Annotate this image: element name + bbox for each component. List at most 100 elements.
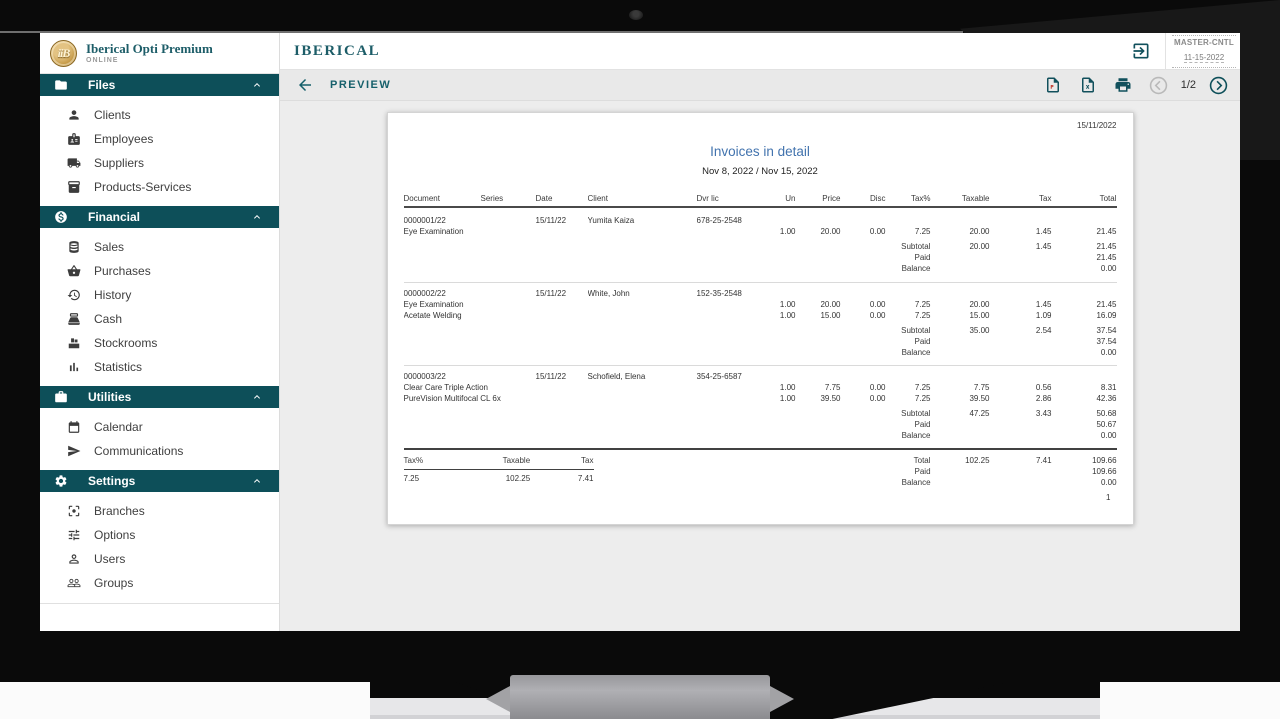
- summary-row: Balance 0.00: [901, 478, 1117, 487]
- report-summary: Total 102.25 7.41 109.66 Paid 109.66 Balance 0.…: [403, 448, 1117, 488]
- summary-row: Paid 21.45: [914, 253, 1117, 262]
- sidebar-item-products-services[interactable]: Products-Services: [40, 175, 279, 199]
- print-icon: [1115, 78, 1131, 92]
- section-label: Utilities: [88, 390, 132, 404]
- invoice-line-row: Acetate Welding 1.00 15.00 0.00 7.25 15.00 1.0…: [403, 310, 1117, 320]
- chevron-up-icon: [251, 79, 263, 91]
- app-header: IBERICAL MASTER-CNTL 11-15-2022: [280, 33, 1240, 70]
- bezel-top-line: [0, 31, 963, 33]
- export-pdf-icon: [1046, 77, 1059, 93]
- folder-icon: [54, 78, 68, 92]
- invoice-line-row: Clear Care Triple Action 1.00 7.75 0.00 7.25…: [403, 383, 1117, 392]
- group-icon: [67, 576, 81, 590]
- sidebar-item-options[interactable]: Options: [40, 523, 279, 547]
- app-window: iiB Iberical Opti Premium ONLINE Files Cl…: [40, 33, 1240, 631]
- sidebar-item-label: Statistics: [94, 360, 143, 374]
- sidebar-item-branches[interactable]: Branches: [40, 499, 279, 523]
- section-label: Settings: [88, 474, 136, 488]
- header-divider: [1165, 33, 1166, 69]
- print-button[interactable]: [1110, 72, 1136, 98]
- invoice-separator: [403, 357, 1117, 366]
- sidebar-section-header-utilities[interactable]: Utilities: [40, 386, 279, 408]
- sidebar-item-communications[interactable]: Communications: [40, 439, 279, 463]
- sidebar-item-history[interactable]: History: [40, 283, 279, 307]
- section-items: Calendar Communications: [40, 408, 279, 470]
- invoice-header-row: 0000002/22 15/11/22 White, John 152-35-2548: [403, 288, 742, 298]
- send-icon: [67, 444, 81, 458]
- summary-row: Subtotal 20.00 1.45 21.45: [901, 242, 1117, 251]
- sidebar-item-label: Branches: [94, 504, 145, 518]
- section-items: Branches Options Users Groups: [40, 492, 279, 602]
- sidebar-item-sales[interactable]: Sales: [40, 235, 279, 259]
- report-title: Invoices in detail: [710, 144, 810, 159]
- column-header: Client: [587, 193, 697, 208]
- sidebar-section-header-settings[interactable]: Settings: [40, 470, 279, 492]
- truck-icon: [67, 156, 81, 170]
- master-control-badge[interactable]: MASTER-CNTL 11-15-2022: [1172, 34, 1236, 68]
- sidebar-item-label: Calendar: [94, 420, 143, 434]
- sidebar-item-label: Users: [94, 552, 126, 566]
- report-date-range: Nov 8, 2022 / Nov 15, 2022: [702, 166, 818, 177]
- next-page-icon: [1209, 76, 1228, 94]
- sidebar-item-stockrooms[interactable]: Stockrooms: [40, 331, 279, 355]
- tax-summary-table: Tax% Taxable Tax 7.25 102.25 7.41: [403, 456, 594, 484]
- sidebar-item-label: Groups: [94, 576, 134, 590]
- register-icon: [67, 312, 81, 326]
- webcam-dot: [629, 10, 643, 20]
- next-page-button[interactable]: [1205, 72, 1232, 99]
- sidebar-item-employees[interactable]: Employees: [40, 127, 279, 151]
- sidebar-item-groups[interactable]: Groups: [40, 571, 279, 595]
- toolbox-icon: [54, 390, 68, 404]
- preview-label: PREVIEW: [330, 79, 392, 91]
- desk-surface-left: [0, 682, 370, 719]
- badge-icon: [67, 132, 81, 146]
- previous-page-icon: [1149, 76, 1167, 94]
- invoice-table: Document Series Date Client Dvr lic Un Price Di…: [403, 193, 1117, 441]
- master-badge-date: 11-15-2022: [1183, 52, 1225, 63]
- totals-table: Total 102.25 7.41 109.66 Paid 109.66 Balance 0.…: [404, 450, 1117, 488]
- logout-button[interactable]: [1127, 37, 1155, 65]
- column-header: Tax%: [885, 193, 931, 208]
- section-items: Sales Purchases History Cash Stockrooms Stati…: [40, 228, 279, 386]
- sidebar-section-header-financial[interactable]: Financial: [40, 206, 279, 228]
- invoice-header-row: 0000003/22 15/11/22 Schofield, Elena 354-25…: [403, 372, 742, 381]
- export-excel-button[interactable]: [1075, 72, 1101, 98]
- tune-icon: [67, 528, 81, 542]
- sidebar-section-header-files[interactable]: Files: [40, 74, 279, 96]
- sidebar-item-label: Cash: [94, 312, 123, 326]
- back-button[interactable]: [292, 72, 318, 98]
- brand-subtitle: ONLINE: [86, 57, 119, 64]
- sidebar-item-statistics[interactable]: Statistics: [40, 355, 279, 379]
- back-arrow-icon: [299, 79, 311, 91]
- preview-toolbar: PREVIEW: [280, 70, 1240, 101]
- sidebar-item-cash[interactable]: Cash: [40, 307, 279, 331]
- brand-title: Iberical Opti Premium: [86, 41, 213, 56]
- sidebar-item-label: Employees: [94, 132, 154, 146]
- page-indicator: 1/2: [1180, 79, 1196, 91]
- sidebar-item-label: Sales: [94, 240, 125, 254]
- printed-date: 15/11/2022: [1077, 121, 1117, 130]
- desk-surface-right: [1100, 682, 1280, 719]
- sidebar-item-label: Purchases: [94, 264, 151, 278]
- sidebar-item-users[interactable]: Users: [40, 547, 279, 571]
- column-header: Price: [795, 193, 841, 208]
- tax-summary-header: Tax: [530, 456, 594, 470]
- sidebar-item-calendar[interactable]: Calendar: [40, 415, 279, 439]
- coins-icon: [67, 240, 81, 254]
- history-icon: [67, 288, 81, 302]
- sidebar-item-label: Communications: [94, 444, 184, 458]
- sidebar-item-label: Products-Services: [94, 180, 192, 194]
- chart-icon: [67, 360, 81, 374]
- previous-page-button[interactable]: [1145, 72, 1172, 99]
- sidebar-item-label: History: [94, 288, 132, 302]
- sidebar-item-label: Options: [94, 528, 136, 542]
- sidebar-footer: [40, 603, 279, 631]
- sidebar-item-purchases[interactable]: Purchases: [40, 259, 279, 283]
- summary-row: Balance 0.00: [901, 431, 1117, 440]
- export-pdf-button[interactable]: [1040, 72, 1066, 98]
- app-title: IBERICAL: [294, 42, 381, 59]
- column-header: Disc: [840, 193, 886, 208]
- sidebar-item-suppliers[interactable]: Suppliers: [40, 151, 279, 175]
- sidebar-item-clients[interactable]: Clients: [40, 103, 279, 127]
